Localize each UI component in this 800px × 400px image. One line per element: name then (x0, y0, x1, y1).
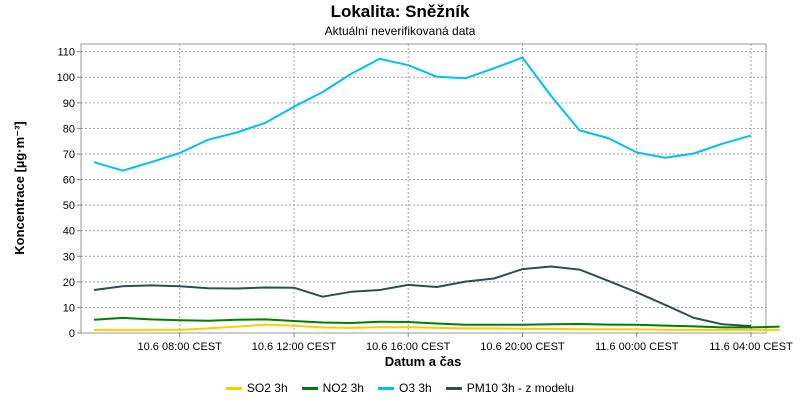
x-tick-label: 11.6 04:00 CEST (709, 341, 793, 353)
y-axis-label: Koncentrace [µg·m⁻³] (12, 121, 27, 255)
legend-item-no2-3h: NO2 3h (301, 381, 364, 395)
legend-swatch (445, 386, 462, 390)
y-tick-label: 30 (63, 251, 75, 263)
legend-label: NO2 3h (322, 381, 364, 395)
legend-swatch (301, 386, 318, 390)
series-line-no2-3h (93, 316, 780, 329)
x-axis: 10.6 08:00 CEST 10.6 12:00 CEST 10.6 16:00… (138, 333, 793, 353)
legend-item-so2-3h: SO2 3h (225, 381, 288, 395)
legend-label: SO2 3h (246, 381, 288, 395)
y-tick-label: 20 (63, 277, 75, 289)
x-tick-label: 11.6 00:00 CEST (595, 341, 679, 353)
series-lines (93, 56, 780, 331)
y-tick-label: 100 (57, 72, 75, 84)
legend: SO2 3h NO2 3h O3 3h PM10 3h - z modelu (0, 381, 800, 395)
y-tick-label: 70 (63, 149, 75, 161)
y-tick-label: 90 (63, 98, 75, 110)
series-line-pm10-3h-z-modelu (93, 265, 752, 328)
x-tick-label: 10.6 16:00 CEST (366, 341, 451, 353)
legend-label: PM10 3h - z modelu (466, 381, 575, 395)
y-tick-label: 50 (63, 200, 75, 212)
chart-title: Lokalita: Sněžník (330, 2, 470, 21)
plot-area (80, 43, 767, 334)
x-tick-label: 10.6 20:00 CEST (480, 341, 565, 353)
legend-item-pm10-3h-z-modelu: PM10 3h - z modelu (445, 381, 575, 395)
chart-subtitle: Aktuální neverifikovaná data (324, 24, 476, 38)
series-line-so2-3h (94, 323, 780, 331)
legend-swatch (225, 386, 242, 390)
y-tick-label: 80 (63, 123, 75, 135)
y-tick-label: 10 (63, 302, 75, 314)
y-tick-label: 40 (63, 226, 75, 238)
y-tick-label: 60 (63, 175, 75, 187)
y-tick-label: 110 (57, 47, 75, 59)
legend-item-o3-3h: O3 3h (377, 381, 432, 395)
y-axis: 0 10 20 30 40 50 60 70 80 90 100 110 (57, 47, 81, 340)
series-line-o3-3h (93, 56, 752, 172)
legend-label: O3 3h (398, 381, 432, 395)
legend-swatch (377, 386, 394, 390)
y-tick-label: 0 (69, 328, 75, 340)
x-tick-label: 10.6 08:00 CEST (138, 341, 223, 353)
x-tick-label: 10.6 12:00 CEST (252, 341, 337, 353)
x-axis-label: Datum a čas (385, 354, 462, 369)
